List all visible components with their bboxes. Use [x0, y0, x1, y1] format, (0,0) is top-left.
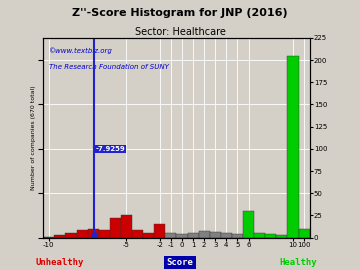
Bar: [287, 56, 298, 238]
Bar: [221, 233, 232, 238]
Bar: [165, 233, 176, 238]
Text: -7.9259: -7.9259: [96, 146, 125, 152]
Bar: [110, 218, 121, 238]
Bar: [132, 231, 143, 238]
Text: The Research Foundation of SUNY: The Research Foundation of SUNY: [49, 64, 168, 70]
Bar: [54, 235, 66, 238]
Bar: [76, 231, 87, 238]
Bar: [276, 235, 287, 238]
Bar: [143, 233, 154, 238]
Bar: [254, 233, 265, 238]
Text: ©www.textbiz.org: ©www.textbiz.org: [49, 48, 112, 55]
Bar: [210, 232, 221, 238]
Bar: [188, 233, 199, 238]
Bar: [43, 237, 54, 238]
Text: Score: Score: [167, 258, 193, 267]
Text: Healthy: Healthy: [279, 258, 317, 267]
Bar: [154, 224, 165, 238]
Text: Sector: Healthcare: Sector: Healthcare: [135, 27, 225, 37]
Bar: [199, 231, 210, 238]
Text: Z''-Score Histogram for JNP (2016): Z''-Score Histogram for JNP (2016): [72, 8, 288, 18]
Text: Unhealthy: Unhealthy: [36, 258, 84, 267]
Bar: [265, 234, 276, 238]
Bar: [243, 211, 254, 238]
Bar: [66, 233, 76, 238]
Bar: [176, 234, 188, 238]
Bar: [232, 234, 243, 238]
Bar: [99, 231, 110, 238]
Bar: [298, 229, 310, 238]
Bar: [87, 229, 99, 238]
Y-axis label: Number of companies (670 total): Number of companies (670 total): [31, 85, 36, 190]
Bar: [121, 215, 132, 238]
